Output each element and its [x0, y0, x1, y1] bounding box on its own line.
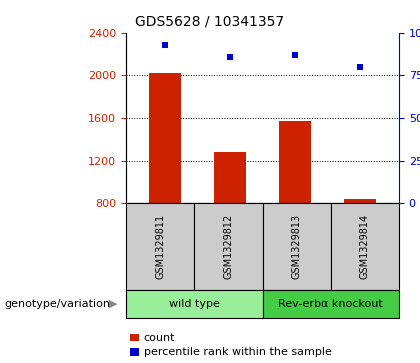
- Text: GSM1329812: GSM1329812: [223, 214, 234, 280]
- Text: GSM1329814: GSM1329814: [360, 214, 370, 280]
- Bar: [344, 199, 376, 203]
- Point: [227, 54, 234, 60]
- Text: count: count: [144, 333, 175, 343]
- Text: wild type: wild type: [169, 299, 220, 309]
- Point: [357, 64, 363, 70]
- Bar: [214, 152, 246, 203]
- Text: GSM1329813: GSM1329813: [291, 214, 302, 280]
- Point: [162, 42, 168, 48]
- Point: [291, 52, 298, 58]
- Text: ▶: ▶: [109, 299, 118, 309]
- Text: percentile rank within the sample: percentile rank within the sample: [144, 347, 331, 357]
- Bar: [279, 121, 311, 203]
- Text: Rev-erbα knockout: Rev-erbα knockout: [278, 299, 383, 309]
- Text: GSM1329811: GSM1329811: [155, 214, 165, 280]
- Text: GDS5628 / 10341357: GDS5628 / 10341357: [135, 15, 285, 29]
- Text: genotype/variation: genotype/variation: [4, 299, 110, 309]
- Bar: [149, 73, 181, 203]
